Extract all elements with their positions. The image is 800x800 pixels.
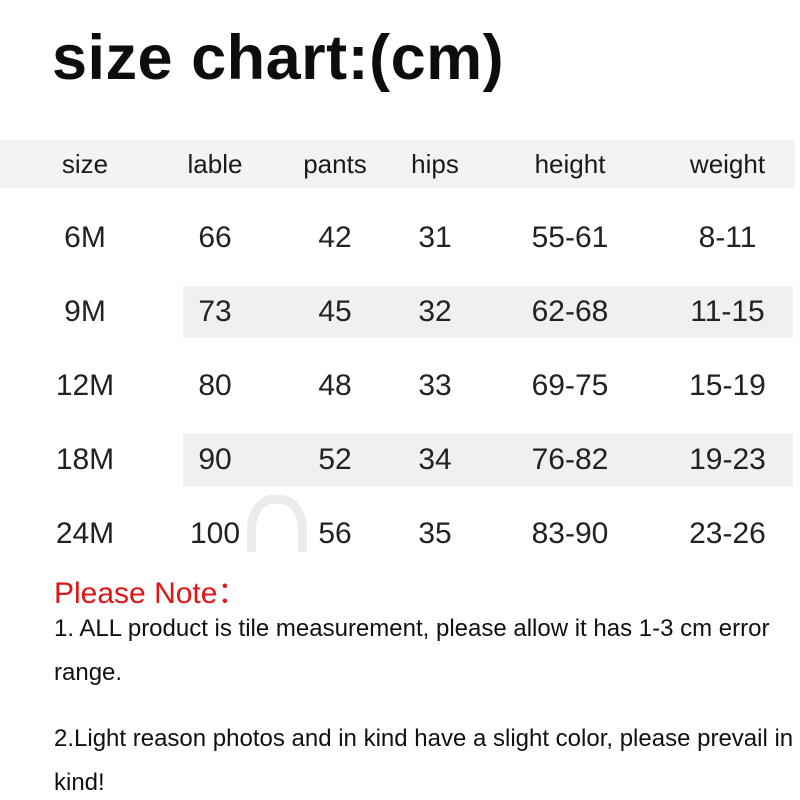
column-header-pants: pants <box>303 148 367 179</box>
note-heading: Please Note： <box>54 577 248 610</box>
table-cell: 23-26 <box>689 517 766 550</box>
table-cell: 24M <box>55 517 115 550</box>
table-cell: 62-68 <box>531 295 609 328</box>
table-cell: 34 <box>418 443 452 476</box>
column-header-size: size <box>61 148 109 179</box>
table-cell: 9M <box>64 295 106 328</box>
table-cell: 12M <box>55 369 115 402</box>
table-cell: 76-82 <box>531 443 609 476</box>
table-cell: 45 <box>318 295 352 328</box>
size-table: size lable pants hips height weight 6M 6… <box>0 140 795 571</box>
note-item-1: 1. ALL product is tile measurement, plea… <box>54 615 770 686</box>
page-title: size chart:(cm) <box>52 23 505 93</box>
table-cell: 55-61 <box>531 221 609 254</box>
table-cell: 31 <box>418 221 452 254</box>
column-header-lable: lable <box>187 148 243 179</box>
table-row-12m: 12M 80 48 33 69-75 15-19 <box>0 349 795 423</box>
table-cell: 42 <box>318 221 352 254</box>
table-row-9m: 9M 73 45 32 62-68 11-15 <box>0 275 795 349</box>
table-cell: 15-19 <box>689 369 766 402</box>
table-cell: 83-90 <box>531 517 609 550</box>
table-cell: 19-23 <box>689 443 766 476</box>
table-cell: 32 <box>418 295 452 328</box>
table-cell: 11-15 <box>690 295 765 328</box>
table-row-6m: 6M 66 42 31 55-61 8-11 <box>0 201 795 275</box>
table-cell: 100 <box>189 517 241 550</box>
table-cell: 18M <box>55 443 115 476</box>
note-item-2: 2.Light reason photos and in kind have a… <box>54 725 794 796</box>
table-header-row: size lable pants hips height weight <box>0 140 795 188</box>
column-header-height: height <box>534 148 606 179</box>
table-cell: 8-11 <box>698 221 757 254</box>
table-cell: 6M <box>64 221 106 254</box>
table-cell: 73 <box>198 295 232 328</box>
table-cell: 56 <box>318 517 352 550</box>
table-cell: 80 <box>198 369 232 402</box>
table-row-18m: 18M 90 52 34 76-82 19-23 <box>0 423 795 497</box>
table-cell: 52 <box>318 443 352 476</box>
table-row-24m: 24M 100 56 35 83-90 23-26 <box>0 497 795 571</box>
column-header-hips: hips <box>411 148 459 179</box>
table-cell: 90 <box>198 443 232 476</box>
notes-section: 1. ALL product is tile measurement, plea… <box>54 607 796 800</box>
table-cell: 33 <box>418 369 452 402</box>
table-cell: 69-75 <box>531 369 609 402</box>
watermark-artifact <box>247 495 307 552</box>
table-cell: 66 <box>198 221 232 254</box>
table-cell: 35 <box>418 517 452 550</box>
table-spacer <box>0 188 795 201</box>
table-cell: 48 <box>318 369 352 402</box>
column-header-weight: weight <box>689 148 766 179</box>
